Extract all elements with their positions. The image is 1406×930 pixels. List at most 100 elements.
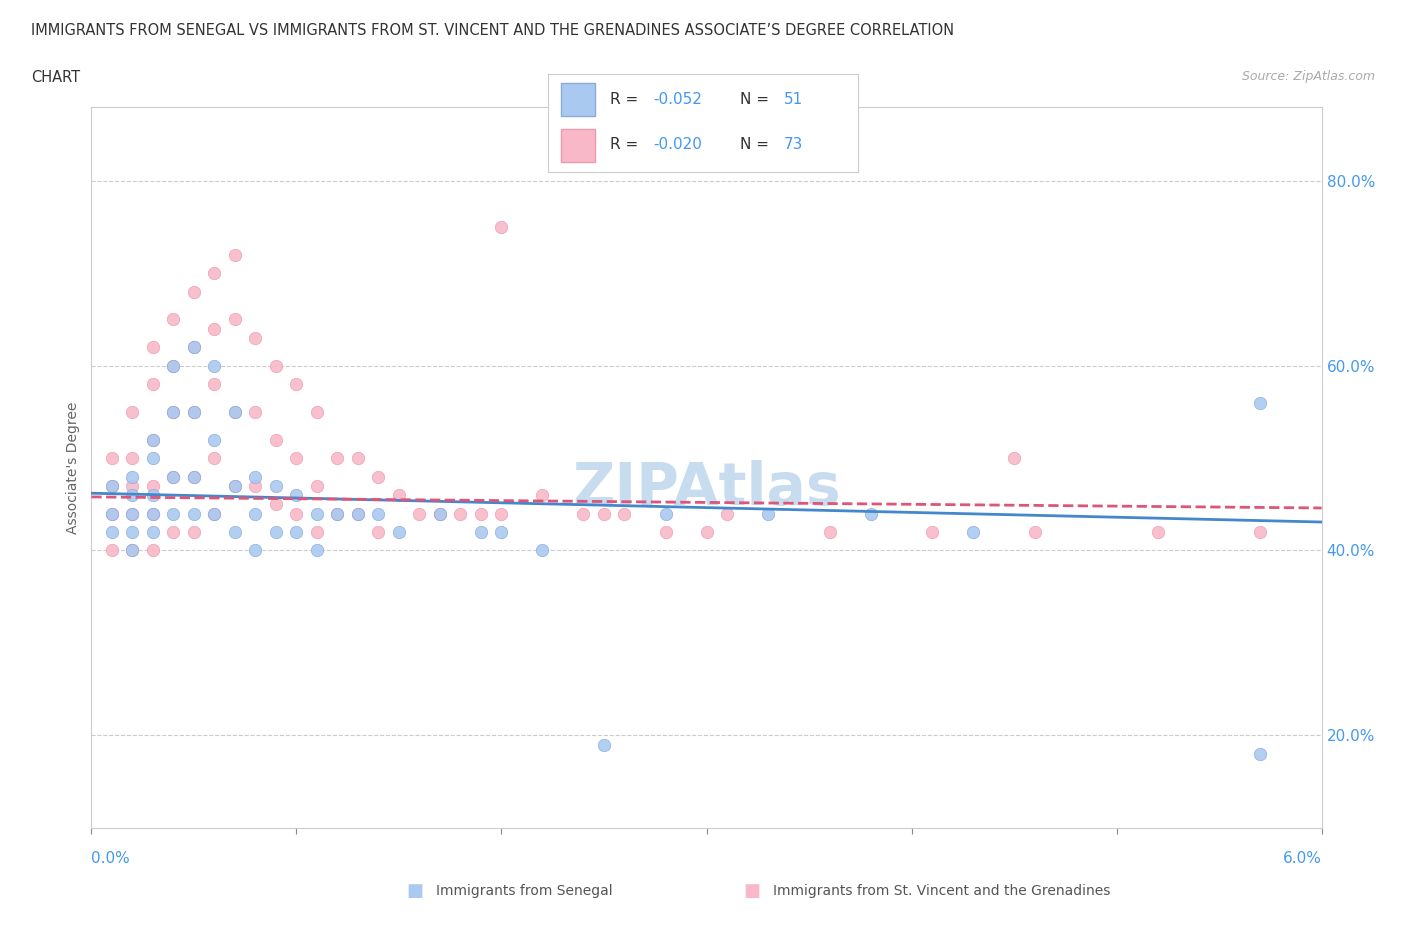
Point [245,405,267,419]
Point [491,219,513,234]
Point [142,506,165,521]
Point [449,506,471,521]
Point [162,469,184,484]
Point [285,506,308,521]
Text: Immigrants from Senegal: Immigrants from Senegal [436,884,613,898]
Point [470,525,492,539]
Point [121,405,143,419]
Point [183,405,205,419]
Point [183,469,205,484]
Point [183,339,205,354]
Point [347,506,370,521]
Point [101,451,124,466]
Point [224,525,246,539]
Point [142,432,165,447]
Point [1249,525,1271,539]
Point [142,339,165,354]
Point [264,525,287,539]
Point [101,506,124,521]
Point [121,469,143,484]
Point [162,312,184,327]
Point [285,525,308,539]
Point [162,405,184,419]
Point [121,506,143,521]
Point [491,506,513,521]
Point [921,525,943,539]
Point [142,525,165,539]
Point [101,506,124,521]
FancyBboxPatch shape [561,83,595,116]
Point [347,451,370,466]
Point [162,405,184,419]
Text: 6.0%: 6.0% [1282,851,1322,866]
Point [429,506,451,521]
Point [121,543,143,558]
Text: 51: 51 [783,92,803,107]
Point [183,525,205,539]
Point [1351,525,1374,539]
Text: R =: R = [610,92,644,107]
Point [531,487,554,502]
Point [593,737,616,752]
Point [264,497,287,512]
Point [388,487,411,502]
Point [202,358,225,373]
Point [101,543,124,558]
Point [245,478,267,493]
Point [224,478,246,493]
Point [1249,395,1271,410]
Point [491,525,513,539]
Point [202,506,225,521]
Point [264,358,287,373]
Point [183,405,205,419]
Point [142,451,165,466]
Point [162,469,184,484]
Point [654,525,676,539]
Text: -0.020: -0.020 [654,138,703,153]
Point [121,543,143,558]
Y-axis label: Associate's Degree: Associate's Degree [66,401,80,534]
Text: IMMIGRANTS FROM SENEGAL VS IMMIGRANTS FROM ST. VINCENT AND THE GRENADINES ASSOCI: IMMIGRANTS FROM SENEGAL VS IMMIGRANTS FR… [31,23,955,38]
Point [245,543,267,558]
Point [962,525,984,539]
Point [202,506,225,521]
Point [162,358,184,373]
Point [245,506,267,521]
Point [285,487,308,502]
Point [408,506,430,521]
Point [305,506,328,521]
Point [305,525,328,539]
Point [162,358,184,373]
Point [1024,525,1046,539]
Point [1146,525,1168,539]
Point [101,478,124,493]
Point [285,451,308,466]
Point [326,451,349,466]
Point [859,506,882,521]
Point [202,266,225,281]
Point [367,506,389,521]
Text: N =: N = [740,92,773,107]
Point [818,525,841,539]
Point [224,405,246,419]
Point [202,451,225,466]
Text: CHART: CHART [31,70,80,85]
Point [224,312,246,327]
Point [305,478,328,493]
Text: ■: ■ [744,882,761,900]
Point [326,506,349,521]
Point [121,451,143,466]
Point [1002,451,1025,466]
Text: -0.052: -0.052 [654,92,703,107]
Point [224,405,246,419]
Text: 73: 73 [783,138,803,153]
Point [121,478,143,493]
Point [142,432,165,447]
Point [202,377,225,392]
Point [142,377,165,392]
Point [367,469,389,484]
Point [1249,747,1271,762]
Point [101,525,124,539]
Point [285,377,308,392]
Point [613,506,636,521]
